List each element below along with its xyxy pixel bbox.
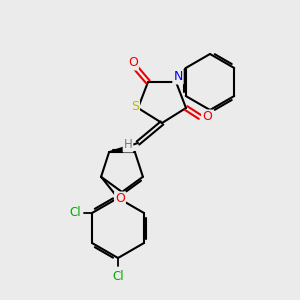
Text: Cl: Cl (112, 269, 124, 283)
Text: O: O (202, 110, 212, 124)
Text: O: O (128, 56, 138, 70)
Text: Cl: Cl (69, 206, 81, 218)
Text: H: H (124, 139, 132, 152)
Text: S: S (131, 100, 139, 112)
Text: O: O (115, 193, 125, 206)
Text: N: N (173, 70, 183, 83)
